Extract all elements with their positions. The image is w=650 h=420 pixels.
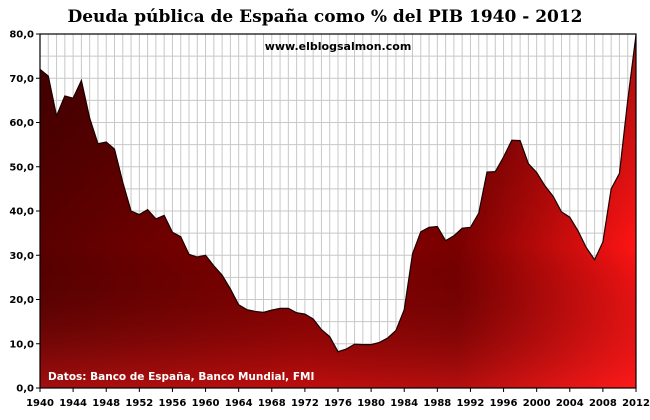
x-tick-label: 1944	[59, 398, 87, 409]
area-layer	[40, 34, 636, 388]
x-tick-label: 1972	[291, 398, 319, 409]
x-tick-label: 2004	[556, 398, 584, 409]
y-tick-label: 70,0	[9, 74, 34, 85]
x-tick-label: 1980	[357, 398, 385, 409]
x-tick-label: 1984	[390, 398, 418, 409]
x-tick-label: 1948	[92, 398, 120, 409]
debt-line	[40, 34, 636, 353]
source-note: Datos: Banco de España, Banco Mundial, F…	[48, 371, 314, 383]
watermark: www.elblogsalmon.com	[265, 40, 412, 53]
debt-area-shading	[40, 34, 636, 388]
x-tick-label: 1992	[457, 398, 485, 409]
y-tick-label: 50,0	[9, 162, 34, 173]
x-tick-label: 1968	[258, 398, 286, 409]
x-tick-label: 1940	[26, 398, 54, 409]
x-tick-label: 2008	[589, 398, 617, 409]
plot-frame	[39, 33, 637, 389]
y-tick-label: 10,0	[9, 339, 34, 350]
y-tick-label: 20,0	[9, 295, 34, 306]
x-tick-label: 2012	[622, 398, 650, 409]
y-tick-label: 80,0	[9, 30, 34, 41]
y-tick-label: 60,0	[9, 118, 34, 129]
x-tick-label: 2000	[523, 398, 551, 409]
x-tick-label: 1952	[125, 398, 153, 409]
y-tick-label: 0,0	[16, 384, 34, 395]
x-tick-label: 1988	[423, 398, 451, 409]
x-axis: 1940 1944 1948 1952 1956 1960 1964 1968 1972 1976…	[26, 388, 650, 409]
y-tick-label: 30,0	[9, 251, 34, 262]
y-axis: 0,0 10,0 20,0 30,0 40,0 50,0 60,0 70,0 80,0	[9, 30, 40, 395]
x-tick-label: 1960	[192, 398, 220, 409]
x-tick-label: 1996	[490, 398, 518, 409]
y-tick-label: 40,0	[9, 207, 34, 218]
chart-title: Deuda pública de España como % del PIB 1…	[67, 7, 582, 27]
x-tick-label: 1964	[225, 398, 253, 409]
x-tick-label: 1956	[159, 398, 187, 409]
x-tick-label: 1976	[324, 398, 352, 409]
